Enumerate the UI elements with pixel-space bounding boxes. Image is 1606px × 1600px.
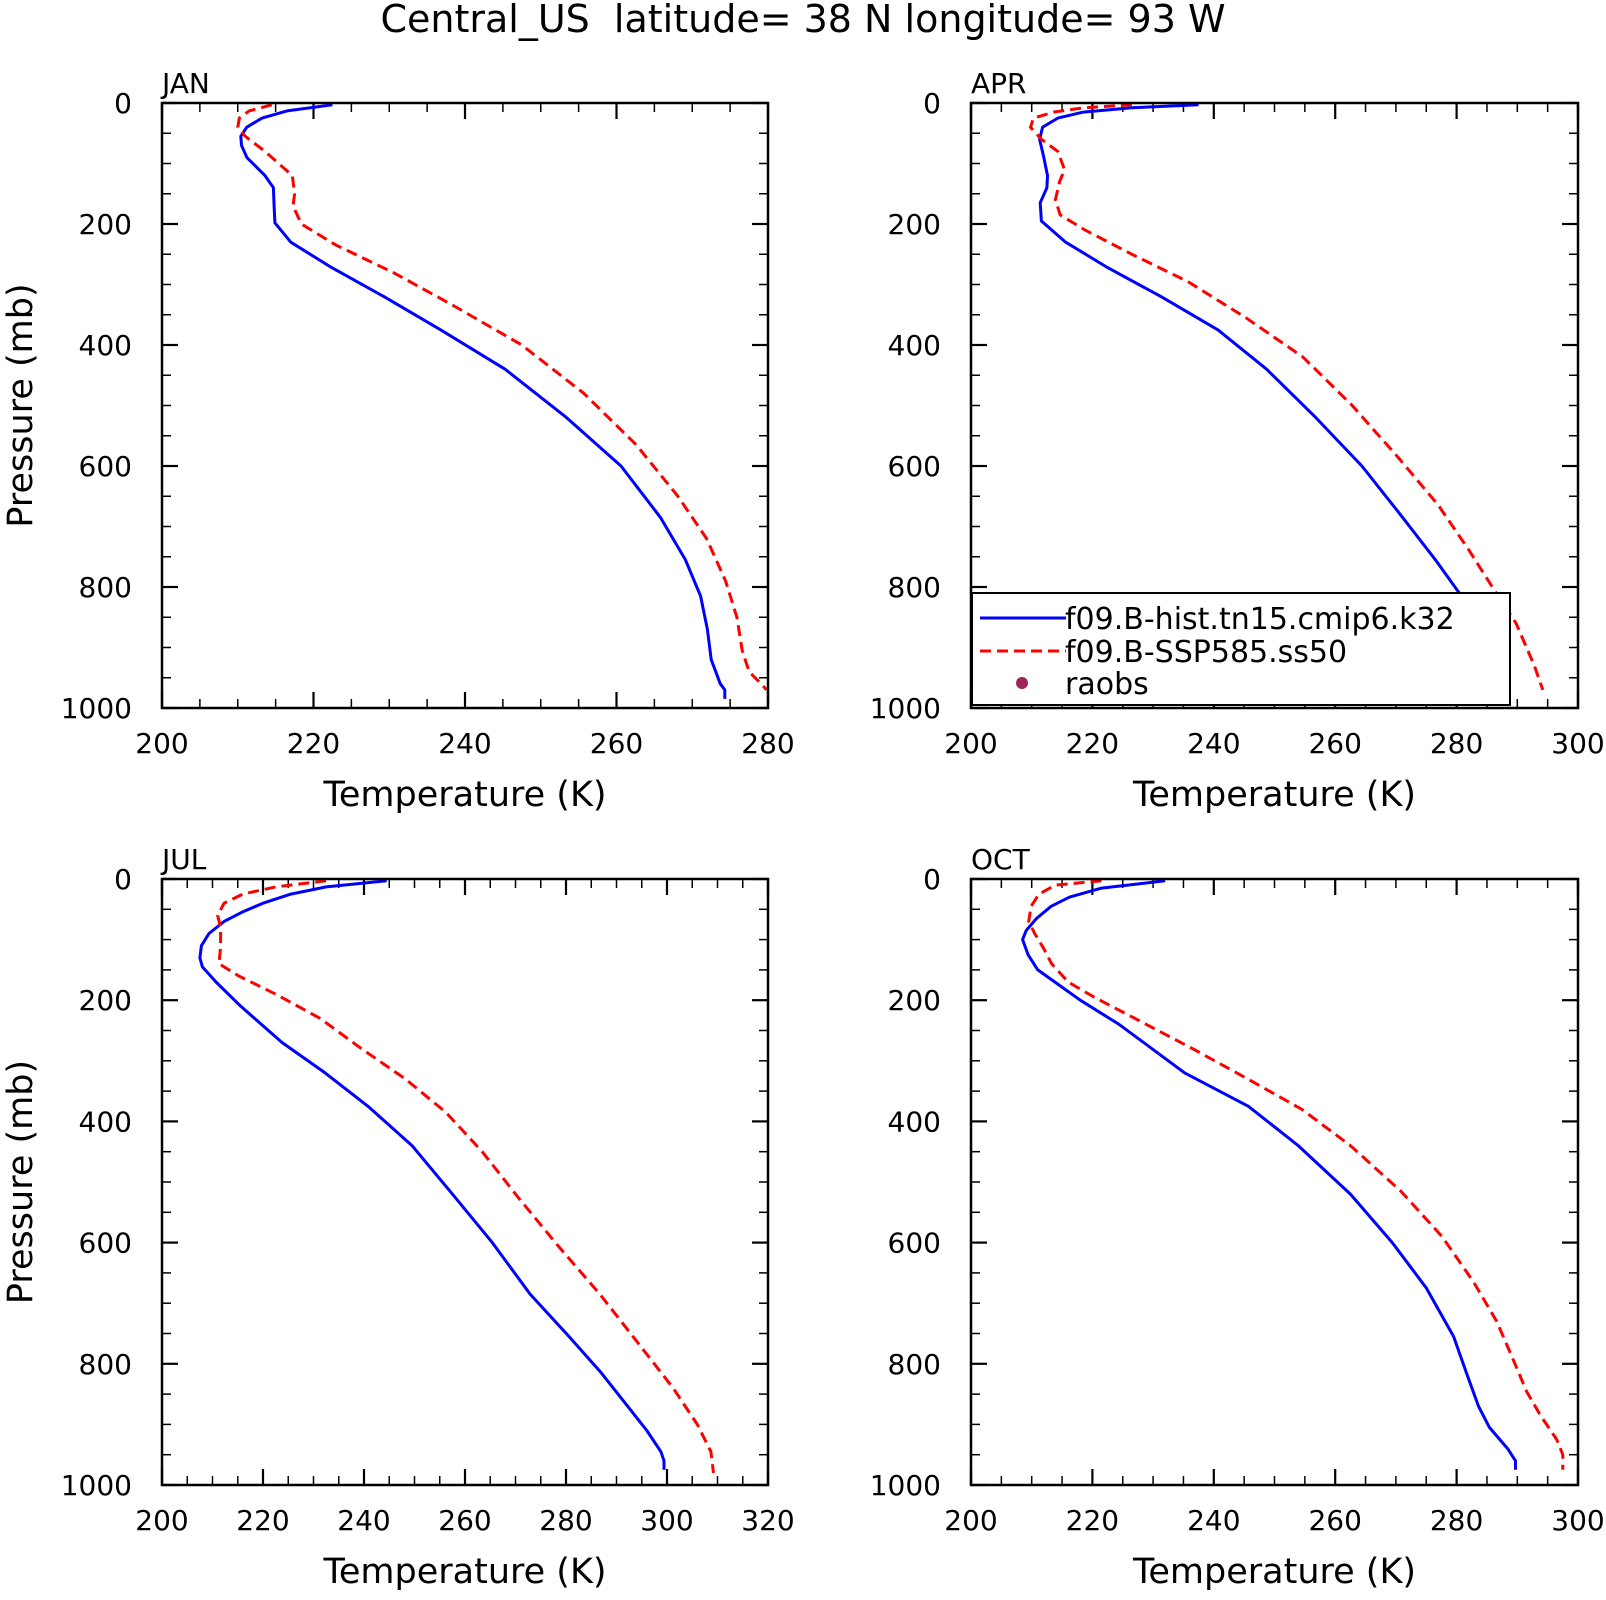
plot-frame: [160, 877, 770, 1487]
tick-marks: [969, 877, 1580, 1487]
x-tick-label: 220: [1066, 1504, 1119, 1537]
y-tick-label: 200: [888, 208, 941, 241]
x-tick-label: 220: [287, 727, 340, 760]
x-axis-label: Temperature (K): [1132, 775, 1416, 815]
x-tick-label: 200: [135, 1504, 188, 1537]
x-tick-label: 260: [590, 727, 643, 760]
x-tick-label: 220: [236, 1504, 289, 1537]
legend-label: raobs: [1065, 667, 1149, 702]
y-tick-label: 0: [923, 87, 941, 120]
tick-marks: [160, 101, 770, 710]
x-tick-label: 240: [1187, 727, 1240, 760]
panel-jan: 200 220 240 260 280 0 200 400 600 800 1000 Temperat…: [1, 67, 795, 815]
x-tick-label: 200: [944, 1504, 997, 1537]
panel-label: JUL: [160, 843, 207, 876]
x-axis-label: Temperature (K): [1132, 1552, 1416, 1592]
plot-frame: [160, 101, 770, 710]
panel-label: JAN: [160, 67, 210, 100]
figure-title: Central_US latitude= 38 N longitude= 93 …: [380, 0, 1225, 41]
y-tick-label: 800: [888, 571, 941, 604]
y-tick-label: 400: [888, 1105, 941, 1138]
x-tick-label: 280: [1430, 1504, 1483, 1537]
y-tick-label: 200: [79, 984, 132, 1017]
x-tick-label: 240: [1187, 1504, 1240, 1537]
x-tick-label: 240: [337, 1504, 390, 1537]
series-line-ssp585: [1027, 879, 1565, 1470]
x-tick-label: 200: [135, 727, 188, 760]
panel-jul: 200 220 240 260 280 300 320 0 200 400 600 800 1000 Te…: [1, 843, 795, 1592]
panel-label: OCT: [971, 843, 1031, 876]
y-tick-label: 800: [888, 1348, 941, 1381]
x-tick-label: 280: [741, 727, 794, 760]
x-tick-label: 200: [944, 727, 997, 760]
x-tick-label: 280: [1430, 727, 1483, 760]
x-tick-label: 240: [438, 727, 491, 760]
y-tick-label: 400: [79, 1105, 132, 1138]
x-axis-label: Temperature (K): [322, 1552, 606, 1592]
y-tick-label: 1000: [61, 1469, 132, 1502]
y-tick-label: 1000: [870, 692, 941, 725]
y-tick-label: 600: [79, 450, 132, 483]
x-tick-label: 260: [1308, 727, 1361, 760]
y-tick-label: 400: [79, 329, 132, 362]
plot-frame: [969, 877, 1580, 1487]
y-axis-label: Pressure (mb): [1, 1060, 41, 1304]
y-tick-label: 0: [114, 863, 132, 896]
y-axis-label: Pressure (mb): [1, 283, 41, 527]
legend-label: f09.B-hist.tn15.cmip6.k32: [1065, 602, 1455, 637]
legend: f09.B-hist.tn15.cmip6.k32f09.B-SSP585.ss…: [971, 592, 1511, 706]
x-tick-label: 320: [741, 1504, 794, 1537]
y-tick-label: 400: [888, 329, 941, 362]
x-tick-label: 260: [1308, 1504, 1361, 1537]
y-tick-label: 1000: [870, 1469, 941, 1502]
series-line-hist: [198, 879, 666, 1470]
legend-marker-raobs: [1016, 677, 1028, 689]
x-tick-label: 300: [640, 1504, 693, 1537]
series-line-ssp585: [236, 103, 768, 691]
x-tick-label: 220: [1066, 727, 1119, 760]
y-tick-label: 600: [888, 1227, 941, 1260]
series-line-hist: [1038, 103, 1507, 691]
series-line-hist: [1021, 879, 1517, 1470]
y-tick-label: 200: [79, 208, 132, 241]
panel-oct: 200 220 240 260 280 300 0 200 400 600 800 1000 Tempe…: [870, 843, 1605, 1592]
x-tick-label: 260: [438, 1504, 491, 1537]
y-tick-label: 600: [79, 1227, 132, 1260]
y-tick-label: 1000: [61, 692, 132, 725]
y-tick-label: 0: [114, 87, 132, 120]
plot-frame: [969, 101, 1580, 710]
panel-label: APR: [971, 67, 1027, 100]
legend-box: [971, 592, 1511, 706]
y-tick-label: 0: [923, 863, 941, 896]
x-tick-label: 280: [539, 1504, 592, 1537]
y-tick-label: 200: [888, 984, 941, 1017]
panel-apr: 200 220 240 260 280 300 0 200 400 600 800 1000 Tempe…: [870, 67, 1605, 815]
panels: 200 220 240 260 280 0 200 400 600 800 1000 Temperat…: [1, 67, 1605, 1592]
y-tick-label: 600: [888, 450, 941, 483]
y-tick-label: 800: [79, 571, 132, 604]
series-line-hist: [239, 103, 727, 699]
y-tick-label: 800: [79, 1348, 132, 1381]
series-line-ssp585: [216, 879, 715, 1474]
x-tick-label: 300: [1551, 1504, 1604, 1537]
x-axis-label: Temperature (K): [322, 775, 606, 815]
legend-label: f09.B-SSP585.ss50: [1065, 635, 1347, 670]
series-line-ssp585: [1029, 103, 1545, 691]
x-tick-label: 300: [1551, 727, 1604, 760]
